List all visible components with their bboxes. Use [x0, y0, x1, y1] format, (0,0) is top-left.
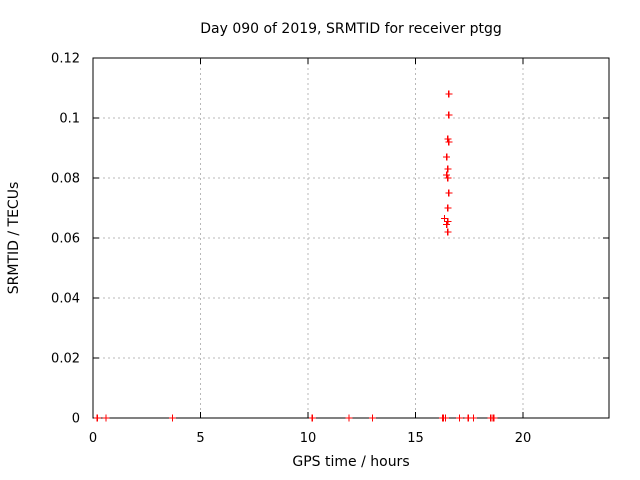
x-tick-label: 0	[89, 431, 97, 446]
data-point-marker	[443, 171, 451, 179]
data-point-marker	[470, 414, 478, 422]
data-point-marker	[444, 135, 452, 143]
data-point-marker	[93, 414, 101, 422]
y-axis-label: SRMTID / TECUs	[6, 181, 22, 295]
data-point-marker	[445, 90, 453, 98]
data-point-marker	[443, 221, 451, 228]
x-tick-label: 15	[407, 431, 424, 446]
data-point-marker	[345, 414, 353, 422]
data-point-marker	[308, 414, 316, 422]
data-point-marker	[102, 414, 110, 422]
data-point-marker	[442, 414, 450, 422]
data-point-marker	[490, 414, 498, 422]
y-tick-label: 0.04	[51, 292, 80, 307]
data-point-marker	[445, 138, 453, 146]
y-tick-label: 0.02	[51, 352, 80, 367]
data-point-marker	[444, 218, 452, 225]
data-point-marker	[169, 414, 177, 422]
data-point-marker	[445, 111, 453, 119]
data-point-marker	[444, 165, 452, 173]
data-point-marker	[456, 414, 464, 422]
data-point-marker	[444, 204, 452, 212]
y-tick-label: 0	[72, 412, 80, 427]
x-tick-label: 10	[300, 431, 317, 446]
y-tick-label: 0.12	[51, 52, 80, 67]
plot-border	[92, 57, 610, 419]
data-point-marker	[444, 228, 452, 236]
data-point-marker	[445, 189, 453, 197]
data-point-marker	[369, 414, 376, 422]
y-tick-label: 0.1	[59, 112, 80, 127]
y-tick-label: 0.08	[51, 172, 80, 187]
data-point-marker	[443, 153, 451, 161]
x-axis-label: GPS time / hours	[292, 454, 410, 470]
data-point-marker	[444, 174, 452, 182]
chart-title: Day 090 of 2019, SRMTID for receiver ptg…	[200, 21, 502, 37]
data-point-marker	[441, 215, 449, 222]
x-tick-label: 20	[515, 431, 532, 446]
y-tick-label: 0.06	[51, 232, 80, 247]
x-tick-label: 5	[196, 431, 204, 446]
